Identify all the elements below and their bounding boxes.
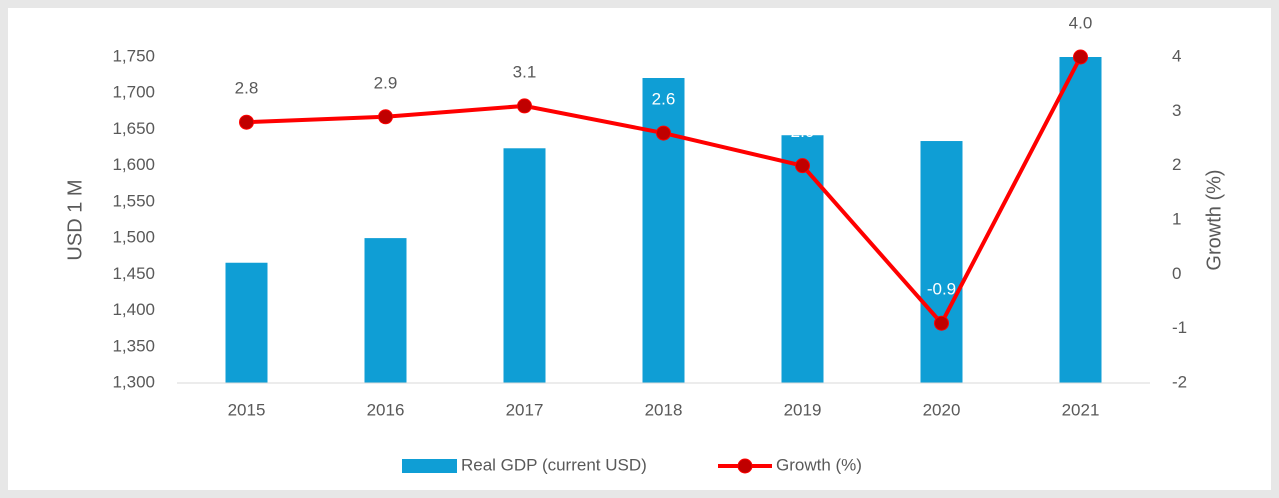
y-tick-label: 1,750 [112, 46, 155, 65]
line-point [239, 114, 254, 130]
y2-tick-label: -2 [1172, 372, 1187, 391]
legend-swatch [402, 459, 457, 473]
y-tick-label: 1,450 [112, 264, 155, 283]
y-axis-label: USD 1 M [64, 179, 86, 260]
bar [781, 135, 824, 383]
y2-tick-label: 1 [1172, 209, 1181, 228]
data-label: 2.0 [791, 122, 815, 141]
data-label: -0.9 [927, 280, 956, 299]
y2-tick-label: 2 [1172, 155, 1181, 174]
y2-tick-label: -1 [1172, 318, 1187, 337]
data-label: 2.8 [235, 79, 259, 98]
x-tick-label: 2016 [367, 400, 405, 419]
data-label: 4.0 [1069, 13, 1093, 32]
y-tick-label: 1,550 [112, 191, 155, 210]
x-tick-label: 2015 [228, 400, 266, 419]
data-label: 3.1 [513, 62, 537, 81]
y-tick-label: 1,700 [112, 83, 155, 102]
line-point [795, 158, 810, 174]
y-tick-label: 1,400 [112, 300, 155, 319]
x-tick-label: 2020 [923, 400, 961, 419]
x-tick-label: 2017 [506, 400, 544, 419]
y-tick-label: 1,650 [112, 119, 155, 138]
y-tick-label: 1,600 [112, 155, 155, 174]
line-point [378, 109, 393, 125]
y2-tick-label: 0 [1172, 264, 1181, 283]
y-tick-label: 1,300 [112, 372, 155, 391]
y-tick-label: 1,500 [112, 228, 155, 247]
line-point [1073, 49, 1088, 65]
y2-axis-label: Growth (%) [1203, 169, 1225, 270]
data-label: 2.9 [374, 73, 398, 92]
bar [1059, 57, 1102, 383]
line-point [656, 125, 671, 141]
bar [920, 141, 963, 383]
bar [364, 238, 407, 383]
line-point [517, 98, 532, 114]
bar [225, 262, 268, 383]
x-tick-label: 2018 [645, 400, 683, 419]
y2-tick-label: 3 [1172, 101, 1181, 120]
line-point [934, 315, 949, 331]
bar [503, 148, 546, 383]
x-tick-label: 2019 [784, 400, 822, 419]
y-tick-label: 1,350 [112, 336, 155, 355]
legend-label: Growth (%) [776, 455, 862, 474]
data-label: 2.6 [652, 90, 676, 109]
y2-tick-label: 4 [1172, 46, 1181, 65]
legend-label: Real GDP (current USD) [461, 455, 647, 474]
legend-swatch [737, 458, 753, 474]
bar [642, 78, 685, 384]
x-tick-label: 2021 [1062, 400, 1100, 419]
